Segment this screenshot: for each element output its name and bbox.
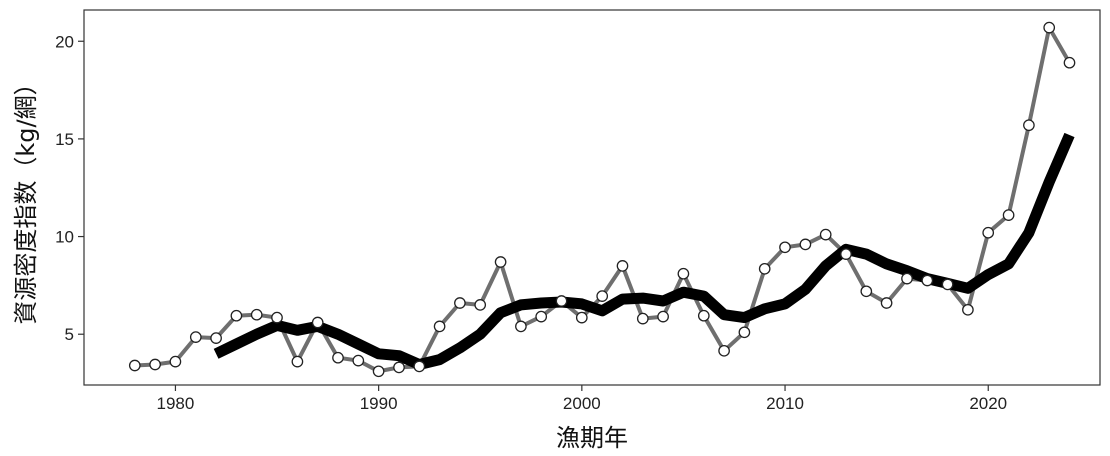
index-data-point [535,310,548,323]
index-data-point [169,355,182,368]
index-data-point [433,320,446,333]
index-data-point [474,299,487,311]
index-data-point [738,326,751,339]
index-data-point [311,316,324,329]
index-data-point [657,310,669,323]
x-axis: 1980 1990 2000 2010 2020 [157,385,1007,413]
index-data-point [596,290,609,302]
index-data-point [799,238,812,251]
index-data-point [189,331,202,343]
index-data-point [555,295,568,307]
x-tick-label: 1990 [360,394,398,413]
index-data-point [494,256,507,268]
index-data-point [819,228,832,241]
index-data-point [291,355,304,368]
index-data-point [718,344,730,357]
y-tick-label: 5 [65,325,74,344]
index-data-point [1063,56,1076,69]
y-axis-title: 資源密度指数（kg/網） [12,71,40,324]
y-tick-label: 20 [55,32,74,51]
index-data-point [697,309,710,322]
index-data-point [230,309,243,322]
x-tick-label: 2020 [969,394,1007,413]
x-tick-label: 2010 [766,394,804,413]
index-data-point [941,278,954,291]
index-data-point [962,303,974,316]
series-layer [128,21,1076,378]
index-data-point [779,241,791,254]
index-data-point [454,297,466,309]
index-data-point [149,358,161,371]
index-data-point [372,365,385,378]
y-axis: 5 10 15 20 [55,32,84,344]
index-data-point [352,354,365,367]
index-data-point [413,360,426,373]
y-tick-label: 10 [55,228,74,247]
y-tick-label: 15 [55,130,74,149]
index-data-point [840,248,852,260]
x-tick-label: 1980 [157,394,195,413]
index-data-point [636,312,649,325]
index-data-point [880,297,893,309]
index-data-point [982,226,995,239]
index-data-point [860,285,873,298]
index-data-point [210,332,222,344]
plot-frame [83,9,1101,386]
index-data-point [921,274,934,287]
index-data-point [128,359,141,372]
index-data-point [758,262,771,275]
index-data-point [515,320,527,333]
index-data-point [271,311,283,324]
index-data-point [332,351,344,364]
index-data-point [1023,119,1035,132]
index-data-point [1002,209,1015,221]
index-data-point [393,361,405,374]
index-data-point [575,311,588,324]
x-axis-title: 漁期年 [556,424,628,452]
index-data-point [250,308,263,321]
x-tick-label: 2000 [563,394,601,413]
index-data-point [677,267,690,280]
index-data-point [1043,21,1056,34]
trend-series-line [213,132,1075,370]
index-data-point [901,272,913,285]
index-data-point [616,260,629,272]
